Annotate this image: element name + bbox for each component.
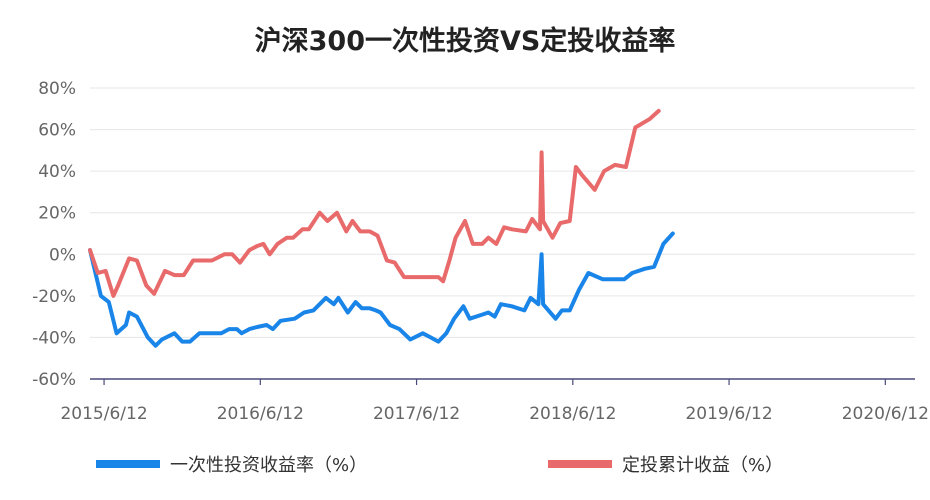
series-lines bbox=[88, 108, 675, 348]
y-tick-label: 40% bbox=[38, 162, 76, 182]
legend-label-dca: 定投累计收益（%） bbox=[622, 455, 783, 476]
y-tick-label: -40% bbox=[32, 328, 76, 348]
series-line-lump-sum bbox=[88, 231, 675, 348]
x-tick-label: 2017/6/12 bbox=[373, 404, 460, 424]
chart-title: 沪深300一次性投资VS定投收益率 bbox=[255, 25, 676, 57]
y-tick-label: -20% bbox=[32, 287, 76, 307]
legend: 一次性投资收益率（%） 定投累计收益（%） bbox=[96, 455, 783, 476]
x-tick-label: 2016/6/12 bbox=[217, 404, 304, 424]
legend-swatch-lump-sum bbox=[96, 460, 160, 468]
y-tick-label: 0% bbox=[49, 245, 76, 265]
y-tick-label: 60% bbox=[38, 121, 76, 141]
y-tick-label: 80% bbox=[38, 79, 76, 99]
legend-label-lump-sum: 一次性投资收益率（%） bbox=[170, 455, 367, 476]
x-tick-label: 2019/6/12 bbox=[685, 404, 772, 424]
x-tick-label: 2020/6/12 bbox=[842, 404, 929, 424]
y-tick-label: 20% bbox=[38, 204, 76, 224]
x-tick-label: 2018/6/12 bbox=[529, 404, 616, 424]
y-tick-label: -60% bbox=[32, 370, 76, 390]
y-axis-ticks: 80% 60% 40% 20% 0% -20% -40% -60% bbox=[32, 79, 76, 390]
series-line-dca bbox=[88, 108, 661, 298]
x-axis-ticks: 2015/6/12 2016/6/12 2017/6/12 2018/6/12 2019… bbox=[60, 379, 929, 424]
legend-swatch-dca bbox=[548, 460, 612, 468]
x-tick-label: 2015/6/12 bbox=[60, 404, 147, 424]
y-gridlines bbox=[90, 87, 915, 338]
